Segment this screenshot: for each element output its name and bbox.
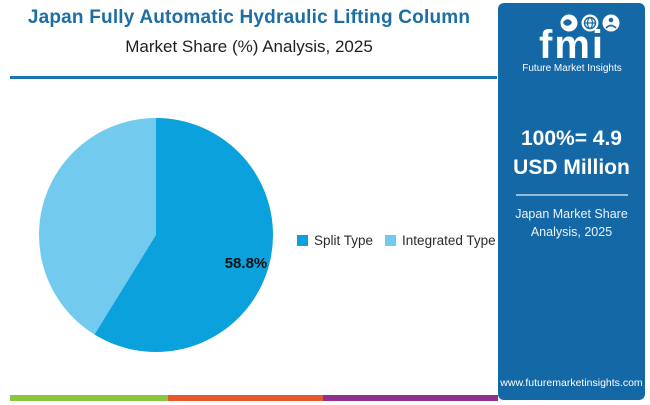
globe-people-icon (581, 14, 598, 32)
stripe-purple (323, 395, 498, 401)
pie-slice-label: 58.8% (224, 255, 268, 272)
caption-line1: Japan Market Share (515, 206, 628, 221)
chart-area: Japan Fully Automatic Hydraulic Lifting … (0, 7, 498, 352)
legend-label-split-type: Split Type (314, 233, 374, 248)
legend-item-split-type: Split Type (297, 233, 373, 248)
map-globe-icon (560, 14, 577, 32)
page-title: Japan Fully Automatic Hydraulic Lifting … (0, 7, 498, 57)
website-url: www.futuremarketinsights.com (500, 377, 643, 389)
fmi-logo-text: fmi (539, 23, 605, 67)
stripe-green (10, 395, 168, 401)
stat-unit: USD Million (513, 155, 630, 179)
brand-sidebar: fmi Future Market Insights 100%= 4.9 USD… (498, 3, 645, 400)
fmi-logo-graphic: fmi Future Market Insights (522, 14, 621, 74)
sidebar-divider (515, 193, 628, 196)
person-globe-icon (602, 14, 619, 32)
title-line1: Japan Fully Automatic Hydraulic Lifting … (27, 7, 471, 28)
legend-swatch-split-type (297, 235, 308, 246)
stripe-orange (168, 395, 323, 401)
pie-chart (39, 118, 273, 352)
fmi-logo-subtext: Future Market Insights (522, 63, 621, 74)
caption-line2: Analysis, 2025 (530, 225, 613, 240)
market-size-stat: 100%= 4.9 USD Million (498, 125, 645, 183)
sidebar-caption: Japan Market Share Analysis, 2025 (498, 205, 645, 241)
title-underline (10, 76, 497, 79)
legend-swatch-integrated-type (385, 235, 397, 246)
title-line2: Market Share (%) Analysis, 2025 (125, 37, 373, 56)
legend-item-integrated-type: Integrated Type (385, 233, 496, 248)
chart-legend: Split Type Integrated Type (297, 233, 496, 248)
footer-stripes (0, 395, 650, 401)
legend-label-integrated-type: Integrated Type (402, 233, 496, 248)
stat-value: 100%= 4.9 (520, 127, 622, 150)
fmi-logo: fmi Future Market Insights (498, 12, 645, 79)
